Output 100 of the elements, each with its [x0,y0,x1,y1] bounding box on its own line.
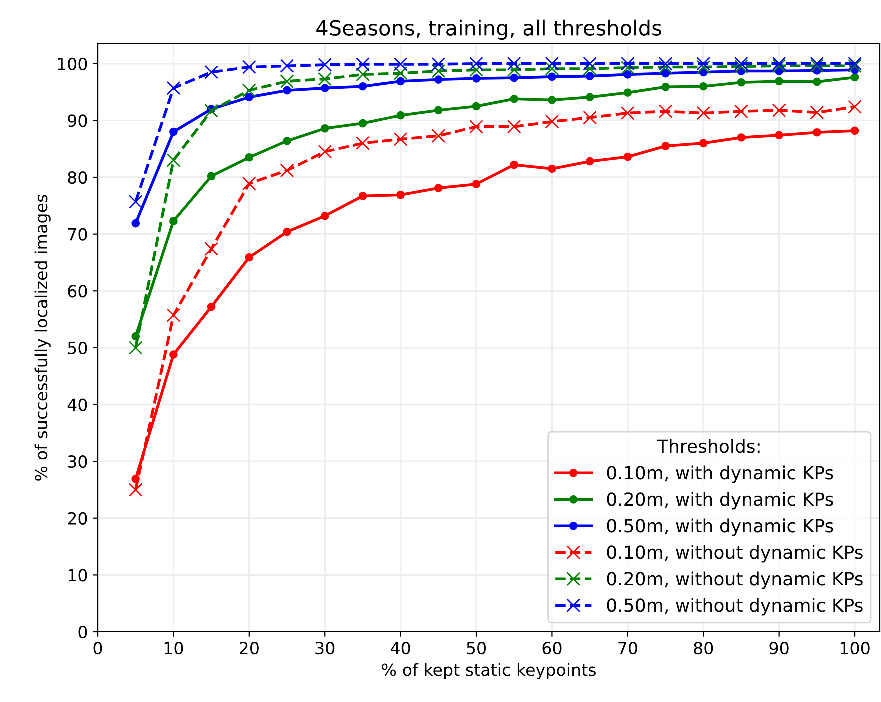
point [624,152,632,162]
y-tick-label: 90 [68,114,88,128]
x-tick-label: 0 [94,642,102,655]
point [586,157,594,166]
point [283,136,292,146]
point [204,65,218,80]
point [432,64,446,78]
point [166,81,181,96]
y-tick-label: 30 [68,456,88,468]
point [699,82,708,91]
point [170,128,178,136]
point [772,104,786,118]
point [242,176,256,191]
point [432,129,446,143]
point [128,340,143,355]
point [507,120,522,134]
point [170,217,178,226]
point [620,60,635,75]
y-tick-label: 10 [68,569,88,582]
point [658,56,673,71]
point [170,350,178,359]
point [396,190,405,200]
point [510,160,519,170]
point [545,56,560,71]
point [128,194,143,209]
point [586,93,594,102]
point [245,153,254,162]
point [280,74,294,88]
point [772,59,786,74]
point [507,56,522,71]
point [737,78,746,87]
point [320,124,330,133]
point [432,58,446,72]
point [548,72,556,82]
x-tick-label: 50 [467,642,486,655]
point [620,106,635,120]
point [848,100,862,114]
point [696,56,711,71]
point [813,128,822,137]
x-axis-title: % of kept static keypoints [382,663,596,680]
y-tick-label: 40 [68,398,88,412]
point [204,104,218,118]
point [434,184,443,192]
x-tick-label: 60 [542,642,562,655]
point [775,77,784,86]
point [848,59,862,74]
x-tick-label: 70 [618,642,638,655]
point [358,82,368,91]
point [620,56,635,71]
point [356,68,370,82]
legend-label: 0.50m, with dynamic KPs [607,518,834,536]
point [318,72,332,86]
point [510,94,519,104]
point [396,77,405,86]
legend-label: 0.20m, without dynamic KPs [607,572,863,590]
chart-title: 4Seasons, training, all thresholds [316,20,662,40]
point [394,132,408,146]
point [548,96,556,104]
x-tick-label: 10 [164,642,184,655]
x-tick-label: 80 [694,642,714,655]
point [245,253,254,262]
point [472,74,481,83]
point [850,73,860,82]
legend-label: 0.20m, with dynamic KPs [607,492,834,510]
point [696,106,711,120]
point [283,228,292,236]
point [166,154,181,168]
point [848,56,862,71]
point [696,60,711,74]
point [510,74,519,82]
point [734,104,748,119]
point [320,84,330,92]
point [320,212,330,220]
point [356,136,370,150]
point [207,302,216,312]
y-tick-label: 100 [58,58,88,70]
y-tick-label: 0 [78,626,88,639]
x-tick-label: 20 [240,642,259,655]
point [394,58,408,72]
point [318,144,332,159]
point [586,72,594,81]
point [472,180,481,188]
point [737,134,746,142]
point [470,120,484,134]
point [318,58,332,72]
x-tick-label: 90 [770,642,789,655]
point [394,66,408,80]
point [207,172,216,181]
point [280,164,294,178]
y-tick-label: 50 [68,342,88,355]
legend-label: 0.10m, with dynamic KPs [607,466,834,484]
point [813,78,822,86]
point [396,111,405,120]
point [434,76,443,84]
point [245,93,254,102]
point [699,139,708,148]
point [470,56,484,71]
point [810,106,824,120]
point [810,59,824,74]
point [280,59,294,74]
